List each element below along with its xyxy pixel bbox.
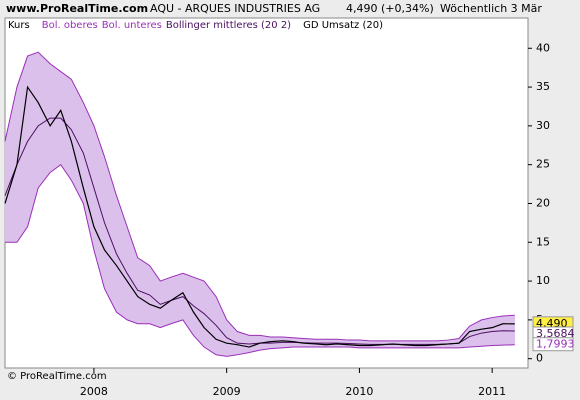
quote: 4,490 (+0,34%) [346,2,434,15]
band-fill [502,314,515,346]
y-marker-label: 1,7993 [536,338,575,351]
y-marker-box [532,337,574,352]
y-tick-label: 20 [536,196,550,209]
x-tick-label: 2008 [80,385,108,398]
y-tick-label: 25 [536,158,550,171]
y-tick-label: 10 [536,274,550,287]
y-tick-label: 35 [536,80,550,93]
period: Wöchentlich 3 Mär [440,2,542,15]
lower-line [5,163,515,357]
y-marker-label: 3,5684 [536,327,575,340]
legend-entry: Kurs [8,20,30,31]
y-tick-label: 30 [536,119,550,132]
y-tick-label: 0 [536,352,543,365]
x-tick-label: 2009 [213,385,241,398]
legend-entry: Bol. oberes [42,20,98,31]
y-tick-label: 40 [536,41,550,54]
instrument: AQU - ARQUES INDUSTRIES AG [150,2,320,15]
legend-entry: Bol. unteres [102,20,162,31]
upper-line [4,51,515,342]
x-tick-label: 2011 [478,385,506,398]
y-tick-label: 15 [536,235,550,248]
price-line [4,85,515,348]
legend-entry: GD Umsatz (20) [303,20,383,31]
footer: © ProRealTime.com [7,371,107,382]
x-tick-label: 2010 [345,385,373,398]
band-fill [37,51,51,189]
site: www.ProRealTime.com [6,2,148,15]
legend-entry: Bollinger mittleres (20 2) [166,20,291,31]
